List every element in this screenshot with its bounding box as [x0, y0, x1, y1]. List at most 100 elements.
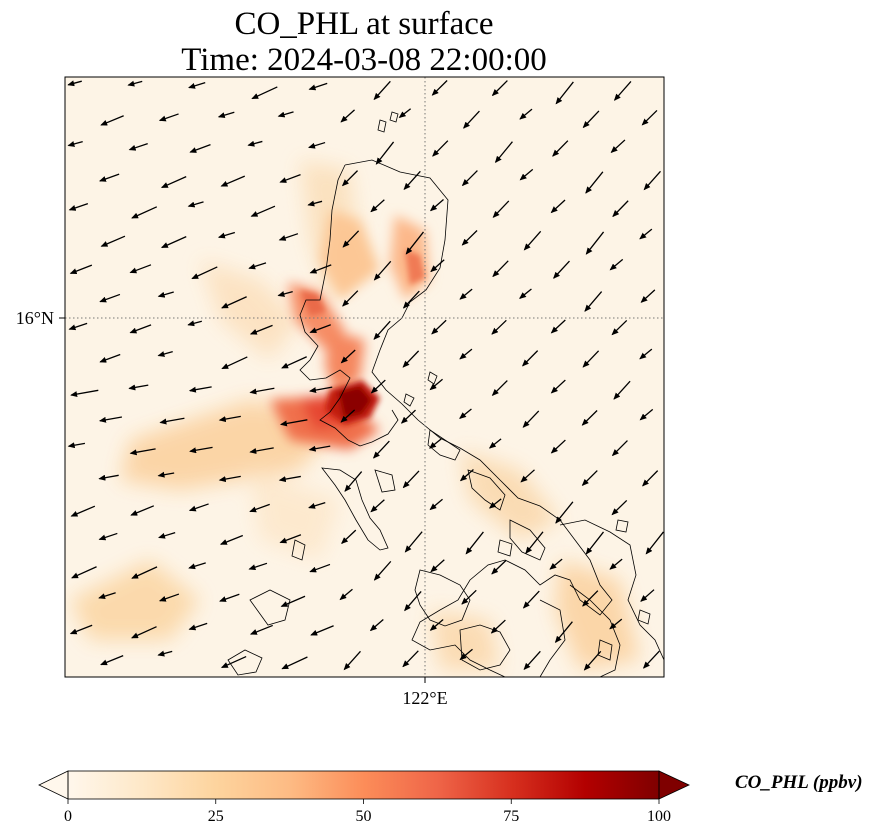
wind-vector-arrow [69, 264, 93, 275]
wind-vector-arrow [157, 350, 173, 357]
wind-vector-arrow [68, 203, 89, 211]
wind-vector-arrow [428, 438, 442, 449]
wind-vector-arrow [248, 262, 267, 270]
wind-vector-arrow [400, 409, 416, 424]
wind-vector-arrow [308, 502, 326, 509]
colorbar-extend-max [658, 770, 690, 800]
wind-vector-arrow [130, 505, 155, 516]
wind-vector-arrow [129, 448, 156, 456]
wind-vector-arrow [188, 503, 209, 512]
wind-vector-arrow [550, 379, 566, 394]
wind-vector-arrow [159, 417, 185, 425]
colorbar-extend-min [38, 770, 69, 800]
wind-vector-arrow [429, 378, 443, 391]
wind-vector-arrow [370, 499, 385, 513]
wind-vector-arrow [549, 558, 563, 570]
wind-vector-arrow [492, 260, 509, 278]
wind-vector-arrow [98, 592, 116, 600]
colorbar-tick-label: 100 [647, 808, 671, 825]
wind-vector-arrow [404, 531, 423, 553]
wind-vector-arrow [220, 175, 246, 187]
wind-vector-arrow [100, 235, 126, 247]
wind-vector-arrow [129, 324, 152, 334]
wind-vector-arrow [131, 206, 158, 219]
wind-vector-arrow [339, 588, 353, 601]
wind-vector-arrow [188, 622, 208, 631]
wind-vector-arrow [609, 258, 624, 271]
wind-vector-arrow [247, 140, 263, 147]
wind-vector-arrow [641, 109, 658, 126]
wind-vector-arrow [642, 470, 659, 487]
colorbar-tick-label: 25 [208, 808, 224, 825]
wind-vector-arrow [522, 410, 540, 428]
wind-vector-arrow [370, 379, 386, 394]
wind-vector-arrow [402, 350, 420, 368]
wind-vector-arrow [398, 108, 412, 119]
wind-vector-arrow [277, 290, 293, 297]
wind-vector-arrow [461, 230, 478, 246]
wind-vector-arrow [219, 534, 244, 545]
wind-vector-arrow [187, 201, 204, 208]
wind-vector-arrow [160, 236, 187, 249]
wind-vector-arrow [67, 140, 83, 147]
wind-vector-arrow [519, 168, 534, 181]
lat-tick-label: 16°N [16, 308, 54, 328]
wind-vector-arrow [612, 200, 629, 218]
wind-vector-arrow [372, 440, 390, 459]
wind-vector-arrow [310, 625, 334, 636]
wind-vector-arrow [523, 650, 541, 671]
colorbar-tick-label: 0 [64, 808, 72, 825]
wind-vector-arrow [309, 386, 333, 393]
wind-vector-arrow [340, 409, 356, 423]
wind-vector-arrow [221, 356, 248, 370]
wind-vector-arrow [402, 470, 420, 489]
wind-vector-arrow [585, 231, 605, 255]
wind-vector-arrow [429, 199, 444, 212]
wind-vector-arrow [100, 115, 124, 126]
wind-vector-arrow [488, 498, 502, 509]
wind-vector-arrow [519, 108, 533, 120]
wind-vector-arrow [131, 566, 158, 579]
wind-vector-arrow [309, 324, 331, 334]
wind-vector-arrow [71, 566, 97, 579]
wind-vector-arrow [373, 560, 392, 581]
wind-vector-arrow [550, 439, 566, 454]
wind-vector-arrow [459, 408, 472, 419]
wind-vector-arrow [611, 499, 628, 516]
wind-vector-arrow [217, 111, 235, 119]
wind-vector-arrow [158, 113, 179, 122]
wind-vector-arrow [430, 559, 445, 573]
colorbar-label: CO_PHL (ppbv) [735, 772, 863, 793]
wind-vector-arrow [248, 562, 268, 571]
map-panel [65, 77, 664, 677]
wind-vector-arrow [188, 562, 206, 570]
wind-vector-arrow [403, 170, 421, 191]
wind-vector-arrow [218, 415, 241, 423]
wind-vector-arrow [610, 139, 626, 154]
wind-vector-arrow [491, 559, 507, 575]
wind-vector-arrow [249, 624, 273, 635]
wind-vector-arrow [581, 470, 598, 486]
wind-vector-arrow [158, 531, 176, 539]
wind-vector-arrow [344, 471, 363, 492]
wind-vector-arrow [217, 231, 236, 239]
colorbar-gradient [68, 771, 659, 799]
wind-vector-arrow [99, 293, 121, 303]
wind-vector-arrow [158, 593, 180, 602]
colorbar-tick-label: 75 [503, 808, 519, 825]
wind-vector-arrow [250, 205, 276, 217]
coastlines [227, 111, 664, 677]
wind-vector-arrow [221, 296, 247, 309]
wind-vector-arrow [550, 319, 566, 334]
wind-vector-arrow [581, 410, 598, 426]
wind-vector-arrow [491, 380, 508, 396]
wind-vector-arrow [340, 109, 355, 123]
wind-vector-arrow [160, 176, 187, 189]
wind-vector-arrow [249, 324, 273, 335]
wind-vector-arrow [188, 81, 206, 89]
wind-vector-arrow [553, 260, 570, 279]
wind-vector-arrow [555, 81, 574, 105]
wind-vector-arrow [519, 288, 532, 299]
wind-vector-arrow [552, 140, 569, 157]
wind-vector-arrow [583, 650, 602, 671]
